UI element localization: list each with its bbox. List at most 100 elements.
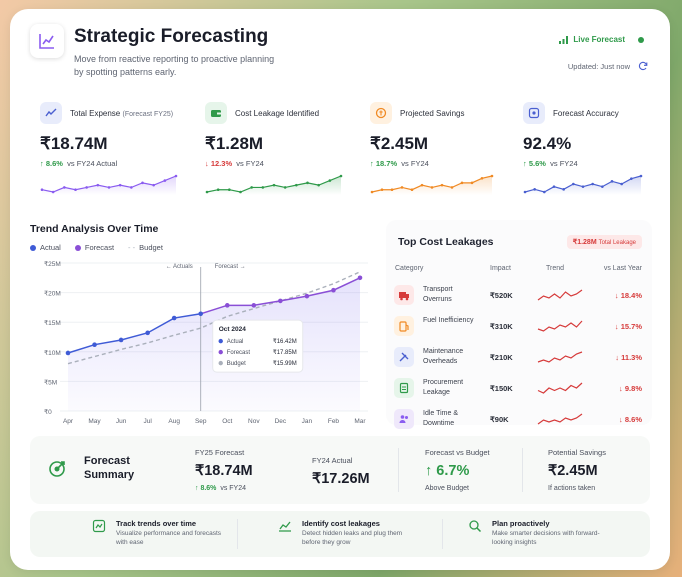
forecast-point[interactable] — [251, 303, 257, 308]
sparkline-point — [370, 190, 374, 194]
forecast-point[interactable] — [304, 293, 310, 299]
up-arrow-icon: ↑ — [523, 159, 529, 168]
forecast-point[interactable] — [331, 287, 336, 293]
forecast-point[interactable] — [278, 298, 283, 304]
trend-chart[interactable]: ₹0 ₹5M ₹10M ₹15M ₹20M ₹25M Apr May Jun Jul Aug Sep O… — [30, 253, 378, 425]
updated-status: Updated: Just now — [568, 61, 648, 71]
total-leakage-badge: ₹1.28M Total Leakage — [566, 235, 642, 249]
people-icon — [394, 409, 414, 429]
legend-forecast[interactable]: Forecast — [74, 243, 114, 252]
sparkline-point — [380, 188, 384, 192]
actual-point[interactable] — [65, 350, 71, 356]
signal-icon — [559, 35, 569, 44]
sparkline-point — [174, 174, 178, 178]
refresh-icon[interactable] — [638, 61, 648, 71]
leakage-impact: ₹210K — [490, 353, 513, 362]
badge-label: Total Leakage — [598, 240, 636, 246]
kpi-cost-leakage[interactable]: Cost Leakage Identified ₹1.28M ↓ 12.3% v… — [205, 102, 355, 202]
leakage-row[interactable]: Procurement Leakage ₹150K ↓ 9.8% — [386, 373, 652, 403]
sparkline-point — [63, 186, 66, 189]
summary-forecast-vs-budget: Forecast vs Budget ↑ 6.7% Above Budget — [425, 448, 490, 492]
tooltip-value: ₹17.85M — [273, 349, 297, 356]
leakage-row[interactable]: Transport Overruns ₹520K ↓ 18.4% — [386, 280, 652, 310]
sparkline-point — [480, 176, 484, 180]
kpi-label-note: (Forecast FY25) — [122, 110, 174, 118]
actual-point[interactable] — [171, 315, 177, 321]
summary-fy24-actual: FY24 Actual ₹17.26M — [312, 456, 370, 487]
tip-track-trends: Track trends over time Visualize performa… — [92, 519, 231, 547]
forecast-summary: Forecast Summary FY25 Forecast ₹18.74M ↑… — [30, 436, 650, 504]
cost-leakages-panel: Top Cost Leakages ₹1.28M Total Leakage C… — [386, 220, 652, 429]
leakage-change: 9.8% — [624, 384, 642, 393]
down-arrow-icon: ↓ — [615, 353, 622, 362]
summary-sub: Above Budget — [425, 485, 469, 492]
budget-line — [67, 271, 361, 365]
sparkline-line — [537, 289, 583, 301]
forecast-point[interactable] — [224, 303, 230, 308]
x-tick-label: Oct — [222, 418, 232, 425]
tip-desc: Make smarter decisions with forward-look… — [492, 530, 600, 546]
kpi-forecast-accuracy[interactable]: Forecast Accuracy 92.4% ↑ 5.6% vs FY24 — [523, 102, 670, 202]
tip-title: Plan proactively — [492, 519, 550, 528]
kpi-value: 92.4% — [523, 134, 572, 153]
sparkline-point — [239, 190, 242, 194]
tip-title: Track trends over time — [116, 519, 197, 528]
summary-potential-savings: Potential Savings ₹2.45M If actions take… — [548, 448, 606, 492]
leakage-change: 11.3% — [621, 353, 642, 362]
tooltip-value: ₹15.99M — [273, 360, 297, 367]
summary-value: ₹2.45M — [548, 463, 598, 479]
forecast-marker: Forecast → — [215, 264, 246, 270]
dashboard-card: Strategic Forecasting Move from reactive… — [10, 9, 670, 570]
tools-icon — [394, 347, 414, 367]
kpi-total-expense[interactable]: Total Expense (Forecast FY25) ₹18.74M ↑ … — [40, 102, 190, 202]
x-tick-label: Feb — [328, 418, 340, 425]
x-tick-label: Jun — [116, 418, 127, 425]
sparkline-area — [42, 176, 176, 195]
actual-point[interactable] — [92, 342, 97, 347]
up-arrow-icon: ↑ — [195, 485, 201, 492]
sparkline-line — [537, 320, 583, 332]
y-tick-label: ₹0 — [44, 408, 52, 416]
kpi-projected-savings[interactable]: Projected Savings ₹2.45M ↑ 18.7% vs FY24 — [370, 102, 520, 202]
x-tick-label: Aug — [168, 418, 180, 425]
legend-actual[interactable]: Actual — [30, 243, 61, 252]
sparkline-point — [533, 188, 536, 191]
legend-budget[interactable]: - - Budget — [128, 243, 163, 252]
actual-point[interactable] — [118, 337, 124, 343]
tip-desc: Detect hidden leaks and plug them before… — [302, 530, 403, 546]
tooltip-label: Forecast — [227, 350, 251, 356]
leakage-row[interactable]: Fuel Inefficiency ₹310K ↓ 15.7% — [386, 311, 652, 341]
sparkline-point — [40, 188, 44, 192]
x-tick-label: Sep — [195, 418, 207, 425]
sparkline-point — [107, 186, 111, 189]
summary-label: Forecast vs Budget — [425, 448, 490, 457]
leakage-row[interactable]: Idle Time & Downtime ₹90K ↓ 8.6% — [386, 404, 652, 434]
sparkline-point — [562, 188, 565, 191]
down-arrow-icon: ↓ — [205, 159, 211, 168]
actual-point[interactable] — [198, 311, 204, 317]
x-tick-label: Jan — [302, 418, 313, 425]
sparkline-area — [525, 176, 641, 195]
savings-icon — [370, 102, 392, 124]
sparkline-point — [450, 186, 454, 189]
down-arrow-icon: ↓ — [619, 384, 625, 393]
col-category: Category — [395, 265, 424, 272]
kpi-label: Projected Savings — [400, 108, 465, 118]
summary-delta: 8.6% — [200, 485, 217, 492]
divider — [442, 519, 443, 549]
sparkline-point — [543, 190, 546, 194]
sparkline-point — [430, 186, 434, 189]
kpi-compare: vs FY24 — [236, 159, 264, 168]
actual-point[interactable] — [145, 330, 150, 336]
kpi-value: ₹1.28M — [205, 134, 264, 153]
forecast-target-icon — [44, 456, 70, 482]
sparkline-point — [420, 183, 424, 187]
leakage-row[interactable]: Maintenance Overheads ₹210K ↓ 11.3% — [386, 342, 652, 372]
forecast-point[interactable] — [357, 275, 363, 281]
y-tick-label: ₹10M — [44, 349, 61, 357]
x-tick-label: Apr — [63, 418, 74, 425]
sparkline-point — [591, 182, 594, 186]
updated-label: Updated: Just now — [567, 61, 630, 71]
wallet-icon — [205, 102, 227, 124]
sparkline-point — [205, 190, 209, 194]
